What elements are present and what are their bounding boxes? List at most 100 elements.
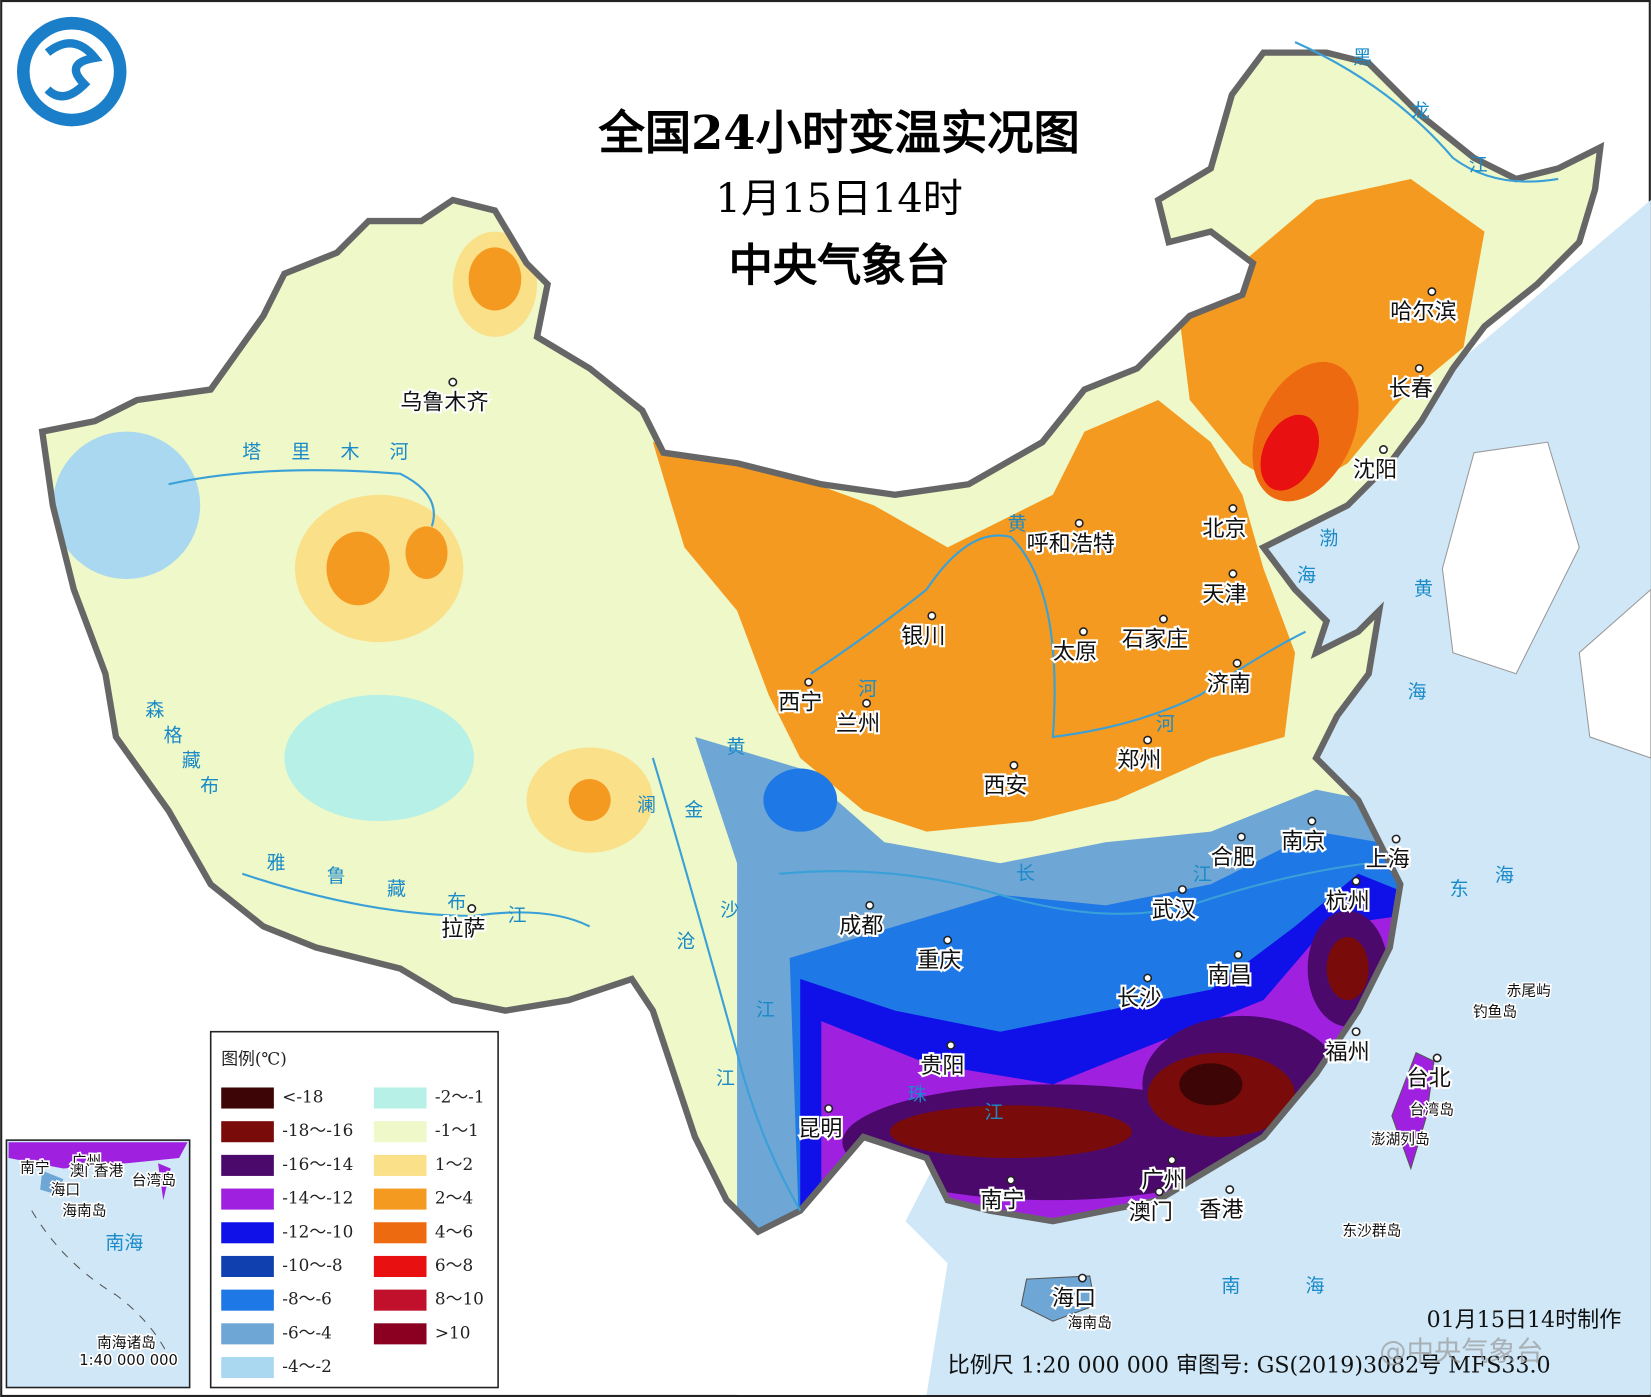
city-dot xyxy=(862,698,872,708)
city-dot xyxy=(927,611,937,621)
footer-scale: 比例尺 1:20 000 000 审图号: GS(2019)3082号 MFS3… xyxy=(948,1352,1551,1378)
inset-label: 台湾岛 xyxy=(132,1172,176,1189)
river xyxy=(651,757,802,1212)
inset-island xyxy=(158,1163,171,1201)
temperature-zone xyxy=(889,1105,1132,1159)
legend-label: 2～4 xyxy=(435,1188,473,1208)
temperature-zone xyxy=(652,400,1296,832)
place-label: 澎湖列岛 xyxy=(1371,1131,1430,1148)
legend-swatch xyxy=(373,1323,427,1345)
legend-swatch xyxy=(221,1323,274,1345)
legend-swatch xyxy=(373,1222,427,1244)
city-dot xyxy=(1351,1027,1361,1037)
legend-label: -1～1 xyxy=(435,1120,479,1140)
legend-swatch xyxy=(221,1087,274,1109)
city-label: 重庆 xyxy=(917,948,961,974)
legend-label: -8～-6 xyxy=(282,1289,332,1309)
inset-label: 南宁 xyxy=(20,1160,49,1177)
legend-swatch xyxy=(221,1222,274,1244)
temperature-zone xyxy=(763,768,838,832)
city-dot xyxy=(1009,760,1019,770)
city-label: 兰州 xyxy=(836,711,880,737)
watermark: @中央气象台 xyxy=(1379,1336,1543,1367)
legend-swatch xyxy=(373,1255,427,1277)
city-dot xyxy=(824,1104,834,1114)
river xyxy=(168,469,435,527)
city-label: 呼和浩特 xyxy=(1027,531,1115,557)
temperature-zone xyxy=(326,531,390,606)
city-dot xyxy=(1228,504,1238,513)
city-dot xyxy=(1143,973,1153,983)
city-label: 广州 xyxy=(1141,1168,1185,1194)
city-dot xyxy=(467,904,477,913)
city-dot xyxy=(1154,1187,1164,1197)
city-label: 长春 xyxy=(1389,376,1433,402)
river xyxy=(779,862,1369,915)
temperature-zone xyxy=(405,526,448,580)
inset-caption: 南海诸岛 xyxy=(97,1334,156,1351)
city-dot xyxy=(865,900,875,910)
city-dot xyxy=(448,377,458,387)
city-dot xyxy=(1236,832,1246,842)
place-label: 台湾岛 xyxy=(1410,1102,1454,1119)
legend-swatch xyxy=(221,1188,274,1210)
city-dot xyxy=(1427,287,1437,297)
temperature-zone xyxy=(468,247,522,311)
logo xyxy=(44,39,103,101)
city-label: 澳门 xyxy=(1129,1199,1173,1225)
city-dot xyxy=(1158,614,1168,624)
city-label: 海口 xyxy=(1052,1286,1096,1312)
city-label: 昆明 xyxy=(798,1116,842,1142)
legend-swatch xyxy=(221,1289,274,1311)
city-dot xyxy=(1351,876,1361,886)
agency: 中央气象台 xyxy=(729,240,950,291)
city-dot xyxy=(1391,834,1401,844)
city-label: 南昌 xyxy=(1208,962,1252,988)
inset-label: 南海 xyxy=(105,1232,143,1254)
legend-title: 图例(℃) xyxy=(221,1049,287,1069)
footer-made: 01月15日14时制作 xyxy=(1427,1307,1622,1333)
water-label: 黄 xyxy=(1008,513,1027,535)
place-label: 钓鱼岛 xyxy=(1473,1003,1517,1021)
legend-label: -4～-2 xyxy=(282,1356,332,1376)
inset-land xyxy=(8,1142,188,1169)
city-label: 乌鲁木齐 xyxy=(400,390,488,416)
legend-label: 6～8 xyxy=(435,1255,473,1275)
city-label: 西安 xyxy=(983,773,1027,799)
legend-label: 4～6 xyxy=(435,1221,473,1241)
legend: 图例(℃) <-18 -18～-16 -16～-14 -14～-12 -12～-10 -1… xyxy=(209,1030,499,1389)
river xyxy=(241,872,591,928)
taiwan xyxy=(1391,1052,1435,1171)
city-label: 成都 xyxy=(839,913,883,939)
city-label: 合肥 xyxy=(1211,844,1255,870)
city-dot xyxy=(1228,569,1238,579)
inset-label: 海口 xyxy=(51,1182,80,1199)
city-dot xyxy=(1378,445,1388,454)
place-label: 海南岛 xyxy=(1068,1314,1112,1331)
city-label: 福州 xyxy=(1326,1039,1370,1065)
city-label: 银川 xyxy=(901,623,945,649)
city-dot xyxy=(943,935,953,945)
city-label: 上海 xyxy=(1366,847,1410,873)
city-label: 武汉 xyxy=(1152,897,1196,923)
city-label: 北京 xyxy=(1202,516,1246,542)
water-label: 河 xyxy=(1156,713,1175,735)
city-dot xyxy=(1432,1053,1442,1063)
temperature-zone xyxy=(1179,1063,1243,1106)
inset-island xyxy=(40,1170,64,1195)
city-dot xyxy=(1143,735,1153,745)
neighbor-land xyxy=(1441,441,1580,675)
city-dot xyxy=(1167,1155,1177,1165)
inset-label: 香港 xyxy=(94,1163,124,1180)
legend-swatch xyxy=(373,1188,427,1210)
neighbor-land xyxy=(737,1221,948,1395)
city-dot xyxy=(1225,1185,1235,1195)
legend-swatch xyxy=(373,1121,427,1143)
legend-label: 1～2 xyxy=(435,1154,473,1174)
city-dot xyxy=(1232,658,1242,668)
legend-label: -6～-4 xyxy=(282,1322,332,1342)
river xyxy=(810,534,1307,739)
city-dot xyxy=(1177,885,1187,895)
inset-label: 澳门 xyxy=(70,1163,99,1180)
city-label: 哈尔滨 xyxy=(1390,299,1456,325)
